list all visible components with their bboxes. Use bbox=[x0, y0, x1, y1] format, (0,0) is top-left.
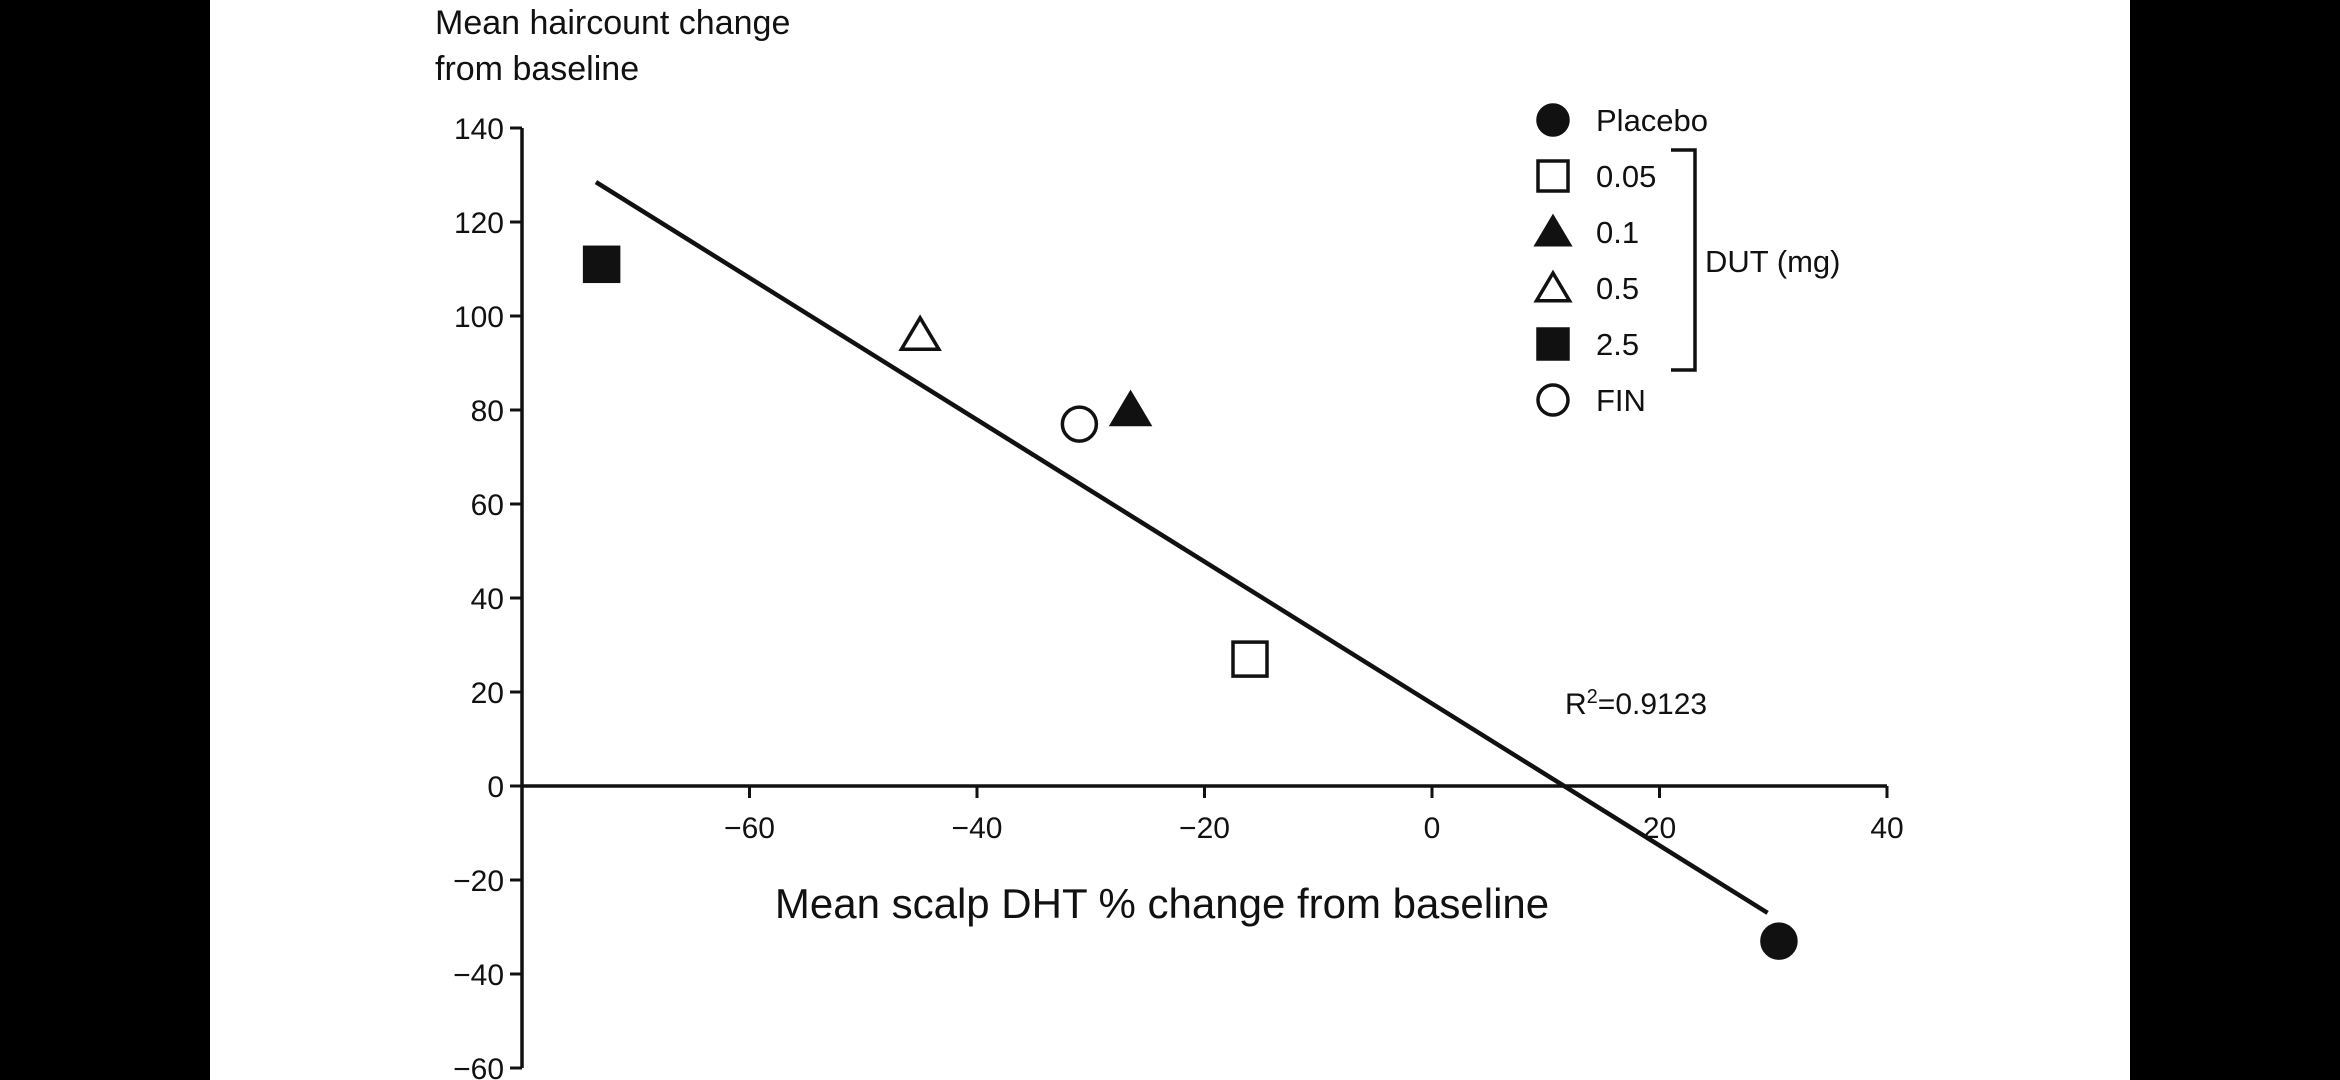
y-tick-label: −60 bbox=[453, 1053, 504, 1080]
legend-label: FIN bbox=[1596, 383, 1646, 418]
legend-label: 0.05 bbox=[1596, 159, 1656, 194]
legend-label: Placebo bbox=[1596, 103, 1708, 138]
x-axis-title: Mean scalp DHT % change from baseline bbox=[775, 880, 1549, 927]
scatter-chart: Mean haircount change from baseline 140 12… bbox=[435, 4, 1904, 1080]
r-squared-value: =0.9123 bbox=[1598, 688, 1707, 721]
r-squared-annotation: R2=0.9123 bbox=[1565, 686, 1707, 721]
legend: Placebo 0.05 0.1 0.5 2.5 FIN DUT (mg) bbox=[1533, 103, 1840, 418]
y-tick-label: 60 bbox=[471, 489, 504, 522]
data-points bbox=[582, 245, 1798, 960]
legend-marker bbox=[1536, 383, 1570, 417]
legend-marker bbox=[1536, 327, 1570, 361]
x-tick-label: −20 bbox=[1179, 812, 1230, 845]
x-tick-label: 40 bbox=[1870, 812, 1903, 845]
data-point-0-05 bbox=[1231, 640, 1269, 678]
data-point-placebo bbox=[1760, 922, 1798, 960]
legend-marker bbox=[1533, 269, 1573, 303]
x-tick-label: −40 bbox=[952, 812, 1003, 845]
data-point-2-5 bbox=[582, 245, 621, 284]
trendline-group bbox=[594, 180, 1769, 915]
y-tick-label: 20 bbox=[471, 677, 504, 710]
legend-group-label: DUT (mg) bbox=[1705, 244, 1840, 279]
legend-bracket bbox=[1671, 148, 1697, 372]
y-tick-label: 0 bbox=[487, 771, 504, 804]
legend-marker bbox=[1536, 103, 1570, 137]
x-axis-title-text: Mean scalp DHT % change from baseline bbox=[775, 880, 1549, 927]
y-tick-label: 120 bbox=[454, 207, 504, 240]
legend-marker bbox=[1533, 213, 1573, 247]
y-tick-label: 80 bbox=[471, 395, 504, 428]
data-point-fin bbox=[1060, 405, 1099, 443]
r-squared-group: R2=0.9123 bbox=[1565, 686, 1707, 721]
data-point-0-1 bbox=[1108, 389, 1153, 427]
y-tick-label: 40 bbox=[471, 583, 504, 616]
legend-label: 0.5 bbox=[1596, 271, 1639, 306]
legend-label: 2.5 bbox=[1596, 327, 1639, 362]
r-squared-letter: R bbox=[1565, 688, 1587, 721]
y-tick-label: −20 bbox=[453, 865, 504, 898]
legend-label: 0.1 bbox=[1596, 215, 1639, 250]
y-axis-title-line: from baseline bbox=[435, 50, 639, 88]
y-tick-label: 140 bbox=[454, 113, 504, 146]
x-tick-label: 0 bbox=[1424, 812, 1441, 845]
regression-line bbox=[594, 180, 1769, 915]
y-tick-label: 100 bbox=[454, 301, 504, 334]
data-point-0-5 bbox=[898, 314, 942, 351]
r-squared-superscript: 2 bbox=[1587, 686, 1598, 708]
x-tick-label: −60 bbox=[724, 812, 775, 845]
y-axis-title-line: Mean haircount change bbox=[435, 4, 790, 42]
legend-marker bbox=[1536, 159, 1570, 193]
figure-panel: Mean haircount change from baseline 140 12… bbox=[210, 0, 2130, 1080]
y-tick-label: −40 bbox=[453, 959, 504, 992]
y-axis-title: Mean haircount change from baseline bbox=[435, 4, 790, 88]
